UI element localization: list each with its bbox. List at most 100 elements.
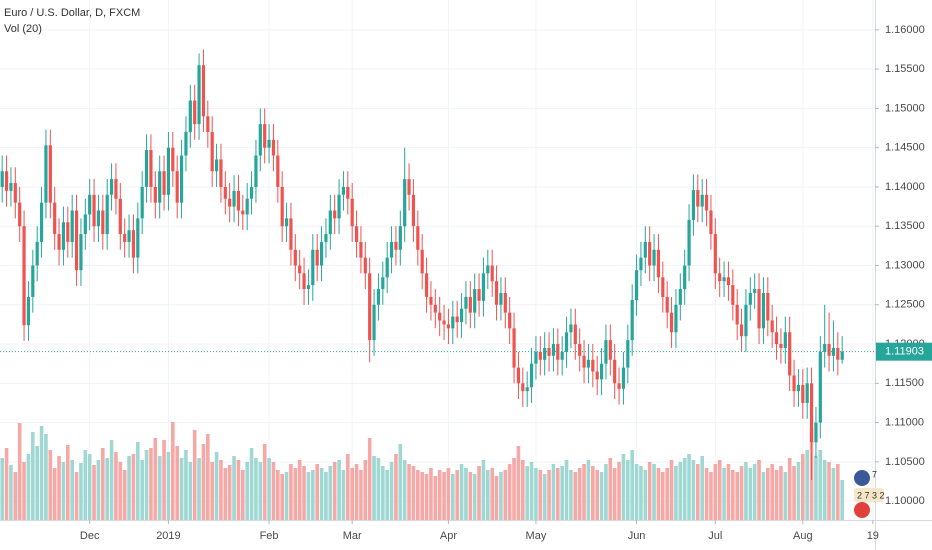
candle-body [153, 186, 157, 203]
volume-bar [311, 470, 315, 520]
candle-body [481, 273, 486, 301]
candle-body [499, 292, 503, 305]
candle-body [639, 257, 643, 271]
volume-bar [542, 474, 547, 520]
candle-body [354, 226, 359, 242]
volume-bar [402, 460, 407, 520]
candle-body [403, 179, 407, 227]
candle-body [83, 214, 87, 235]
candle-body [136, 218, 140, 258]
candle-body [451, 316, 455, 329]
volume-bar [534, 468, 538, 520]
candle-body [512, 328, 516, 368]
volume-bar [101, 448, 105, 520]
volume-bar [206, 434, 210, 520]
candle-body [123, 234, 127, 242]
volume-bar [744, 462, 748, 520]
volume-bar [411, 466, 416, 520]
candle-body [206, 116, 210, 132]
candle-body [503, 292, 507, 313]
volume-bar [748, 468, 753, 520]
candle-body [263, 124, 267, 148]
candle-body [359, 241, 363, 258]
volume-bar [779, 466, 783, 520]
x-tick-label: Mar [343, 530, 362, 542]
volume-bar [367, 438, 372, 520]
volume-bar [665, 468, 669, 520]
volume-bar [481, 460, 486, 520]
volume-bar [280, 474, 284, 520]
candle-body [53, 202, 57, 235]
candle-body [525, 387, 529, 392]
volume-bar [516, 446, 521, 520]
volume-bar [297, 460, 302, 520]
volume-bar [814, 456, 818, 520]
volume-bar [149, 448, 153, 520]
volume-bar [617, 462, 621, 520]
volume-bar [319, 468, 324, 520]
volume-bar [175, 446, 179, 520]
volume-bar [752, 464, 757, 520]
volume-bar [735, 472, 739, 520]
candle-body [674, 304, 678, 333]
volume-bar [166, 452, 171, 520]
volume-bar [783, 472, 788, 520]
volume-bar [162, 440, 166, 520]
volume-bar [726, 464, 731, 520]
volume-bar [827, 462, 831, 520]
volume-bar [599, 472, 604, 520]
candles [0, 49, 875, 480]
volume-bar [766, 468, 770, 520]
volume-bar [315, 464, 319, 520]
volume-bar [140, 460, 144, 520]
volume-bar [114, 452, 118, 520]
volume-bar [245, 462, 249, 520]
volume-bar [577, 468, 582, 520]
candle-body [4, 171, 9, 191]
volume-bar [381, 466, 385, 520]
volume-bar [354, 464, 359, 520]
volume-bar [96, 460, 101, 520]
candle-body [591, 359, 595, 372]
candle-body [219, 159, 223, 187]
x-tick-label: Jul [708, 530, 722, 542]
volume-bar [201, 444, 206, 520]
candle-body [831, 347, 836, 356]
candle-body [643, 241, 647, 258]
volume-bar [197, 458, 201, 520]
candle-body [468, 296, 472, 313]
volume-bar [630, 450, 634, 520]
volume-bar [61, 462, 66, 520]
candle-body [267, 139, 271, 148]
candle-body [236, 190, 241, 211]
candle-body [241, 210, 245, 215]
volume-bar [232, 456, 236, 520]
volume-bar [529, 462, 534, 520]
candle-body [166, 147, 171, 195]
volume-bar [136, 442, 140, 520]
volume-bar [214, 452, 219, 520]
volume-bar [547, 470, 551, 520]
volume-bar [4, 448, 9, 520]
volume-bar [437, 470, 442, 520]
badge-icon [854, 502, 870, 518]
chart-title: Euro / U.S. Dollar, D, FXCM [4, 7, 140, 19]
volume-bar [306, 472, 311, 520]
volume-bar [521, 460, 525, 520]
candle-body [446, 324, 451, 329]
volume-bar [376, 458, 381, 520]
volume-bar [805, 450, 809, 520]
volume-bar [359, 470, 363, 520]
candle-body [96, 210, 101, 227]
candle-body [538, 351, 542, 360]
volume-bar [293, 468, 298, 520]
volume-bar [0, 458, 4, 520]
y-tick-label: 1.11000 [885, 417, 924, 429]
candle-body [372, 304, 376, 341]
candle-body [420, 249, 424, 274]
candle-body [661, 277, 665, 297]
candle-body [464, 296, 468, 309]
candle-body [569, 324, 573, 333]
candle-body [70, 210, 74, 242]
candle-body [731, 285, 735, 305]
